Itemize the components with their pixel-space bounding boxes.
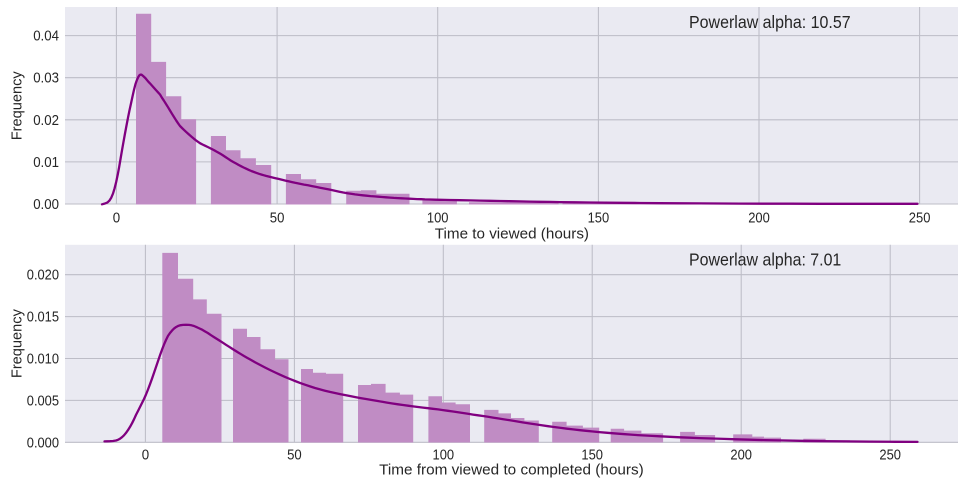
svg-text:0: 0: [113, 211, 120, 227]
svg-text:150: 150: [581, 448, 603, 464]
svg-text:0: 0: [142, 448, 149, 464]
svg-text:Powerlaw alpha: 7.01: Powerlaw alpha: 7.01: [689, 250, 841, 270]
svg-text:50: 50: [270, 211, 285, 227]
svg-text:200: 200: [748, 211, 770, 227]
svg-text:0.04: 0.04: [33, 29, 59, 45]
svg-text:0.00: 0.00: [33, 197, 59, 213]
svg-text:100: 100: [427, 211, 449, 227]
svg-text:Time from viewed to completed: Time from viewed to completed (hours): [379, 462, 644, 479]
svg-text:200: 200: [730, 448, 752, 464]
svg-text:100: 100: [433, 448, 455, 464]
svg-text:Frequency: Frequency: [9, 71, 26, 140]
svg-text:Frequency: Frequency: [9, 309, 26, 378]
svg-text:0.010: 0.010: [27, 352, 59, 368]
svg-text:0.03: 0.03: [33, 71, 59, 87]
svg-text:0.005: 0.005: [27, 393, 59, 409]
svg-text:Powerlaw alpha: 10.57: Powerlaw alpha: 10.57: [689, 12, 851, 32]
svg-text:0.01: 0.01: [33, 155, 59, 171]
svg-text:0.02: 0.02: [33, 113, 59, 129]
svg-text:0.020: 0.020: [27, 268, 59, 284]
svg-text:250: 250: [879, 448, 901, 464]
svg-text:250: 250: [909, 211, 931, 227]
svg-text:Time to viewed (hours): Time to viewed (hours): [435, 226, 589, 243]
svg-text:150: 150: [588, 211, 610, 227]
svg-text:0.015: 0.015: [27, 310, 59, 326]
svg-text:0.000: 0.000: [27, 435, 59, 451]
svg-text:50: 50: [287, 448, 302, 464]
